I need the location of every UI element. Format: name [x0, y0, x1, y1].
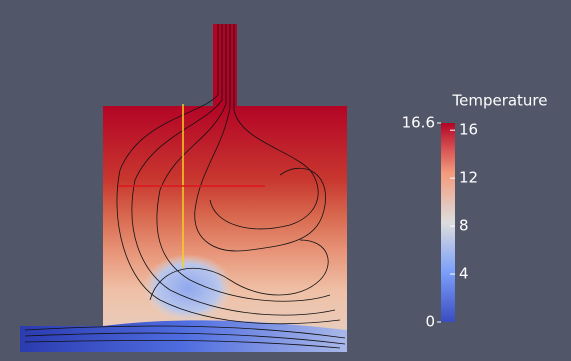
inlet-stream: [20, 320, 347, 352]
tick-label: 12: [459, 169, 478, 187]
domain: [103, 106, 347, 352]
color-legend: Temperature 0 16.6 4 8 12 16: [402, 92, 548, 331]
legend-title: Temperature: [451, 92, 547, 110]
tick-label: 4: [459, 265, 469, 283]
chimney: [213, 24, 237, 108]
range-label: 16.6: [402, 114, 435, 132]
render-view: Temperature 0 16.6 4 8 12 16: [0, 0, 571, 361]
color-bar: [441, 123, 455, 322]
flow-field: [20, 24, 347, 352]
cold-swirl: [143, 254, 233, 322]
tick-label: 8: [459, 217, 469, 235]
tick-label: 16: [459, 121, 478, 139]
range-label: 0: [425, 313, 435, 331]
